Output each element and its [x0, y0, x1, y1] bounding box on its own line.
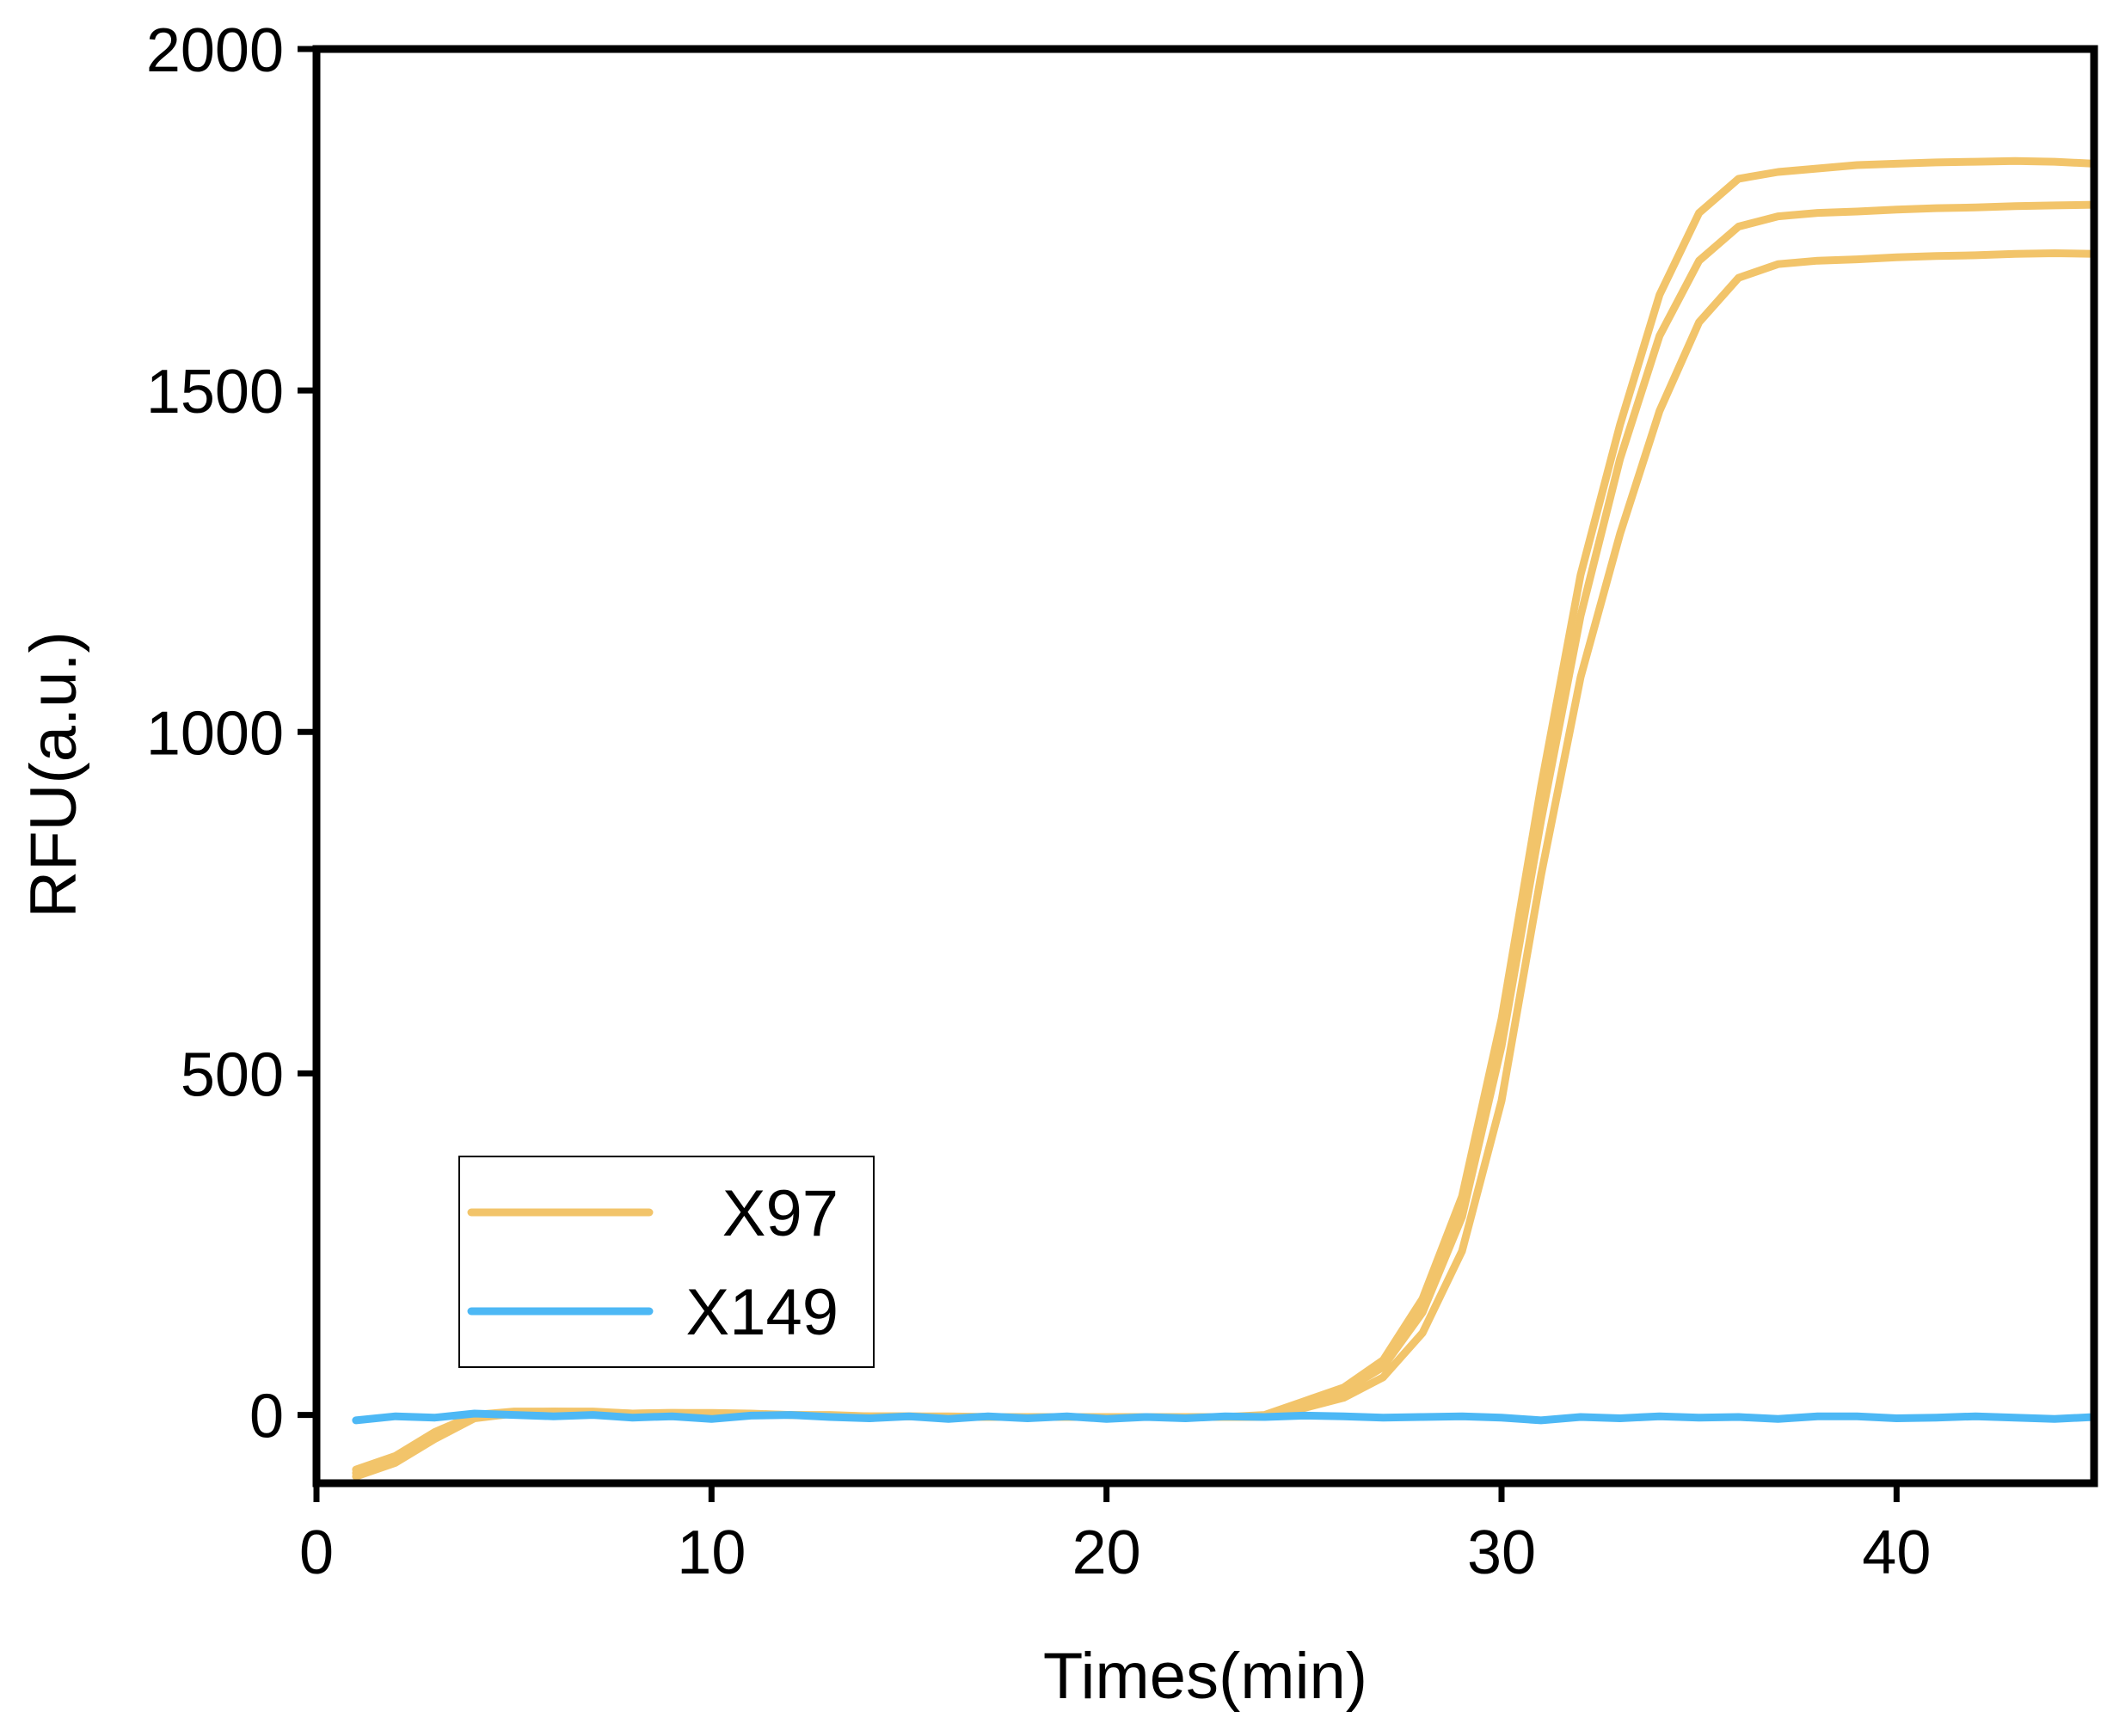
y-tick-label: 0 — [249, 1383, 284, 1451]
y-axis-title: RFU(a.u.) — [17, 631, 90, 918]
x-axis-title: Times(min) — [1043, 1640, 1367, 1713]
y-tick-label: 1000 — [146, 699, 284, 768]
x-axis-ticks: 0 10 20 30 40 — [299, 1483, 1931, 1587]
y-axis-ticks: 0 500 1000 1500 2000 — [146, 16, 316, 1451]
legend-label-x149: X149 — [686, 1276, 839, 1349]
plot-lines — [352, 156, 2098, 1481]
legend-box — [458, 1156, 875, 1368]
plot-frame — [312, 45, 2098, 1488]
legend: X97 X149 — [458, 1156, 875, 1368]
series-line-x149-3 — [352, 1409, 2098, 1425]
x-tick-label: 30 — [1467, 1518, 1536, 1587]
x-tick-label: 40 — [1862, 1518, 1931, 1587]
y-tick-label: 2000 — [146, 16, 284, 85]
legend-label-x97: X97 — [722, 1177, 838, 1250]
x-tick-label: 10 — [677, 1518, 746, 1587]
y-tick-label: 1500 — [146, 358, 284, 426]
x-tick-label: 20 — [1072, 1518, 1141, 1587]
x-tick-label: 0 — [299, 1518, 334, 1587]
y-tick-label: 500 — [181, 1040, 284, 1109]
